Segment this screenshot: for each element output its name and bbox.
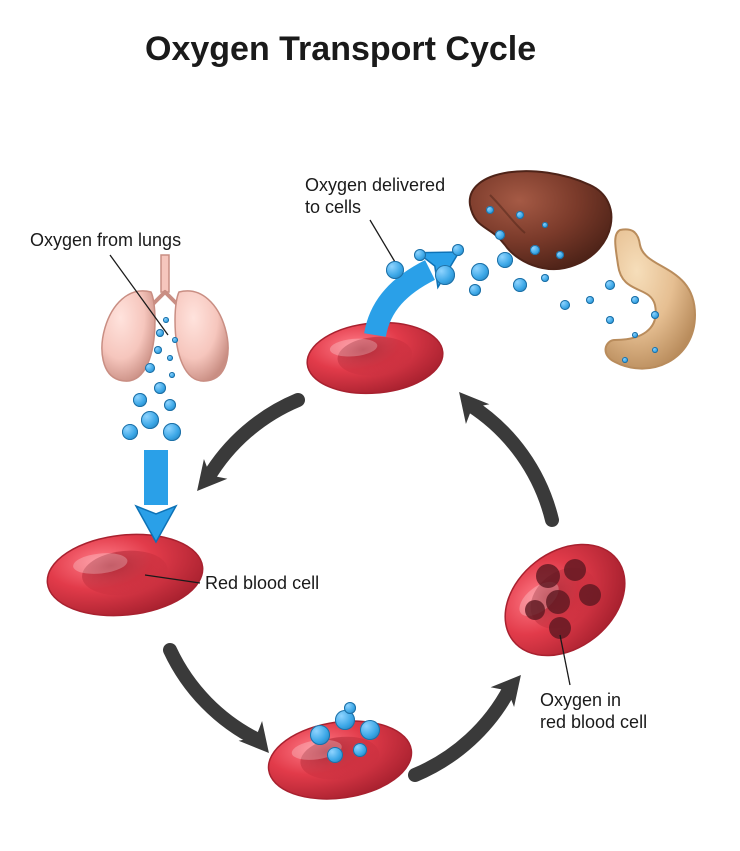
oxygen-dot: [435, 265, 455, 285]
oxygen-dot: [133, 393, 147, 407]
oxygen-dot: [622, 357, 628, 363]
oxygen-dot: [310, 725, 330, 745]
oxygen-in-cell: [564, 559, 586, 581]
oxygen-dot: [542, 222, 548, 228]
oxygen-dot: [516, 211, 524, 219]
oxygen-dot: [141, 411, 159, 429]
oxygen-in-cell: [536, 564, 560, 588]
oxygen-dot: [586, 296, 594, 304]
label-in_rbc: Oxygen in red blood cell: [540, 690, 647, 733]
oxygen-dot: [163, 317, 169, 323]
oxygen-dot: [652, 347, 658, 353]
stomach-icon: [606, 229, 695, 368]
oxygen-dot: [469, 284, 481, 296]
oxygen-dot: [651, 311, 659, 319]
oxygen-dot: [172, 337, 178, 343]
oxygen-dot: [560, 300, 570, 310]
oxygen-dot: [513, 278, 527, 292]
oxygen-dot: [154, 346, 162, 354]
liver-icon: [470, 171, 612, 269]
a_tl: [208, 400, 298, 478]
oxygen-dot: [145, 363, 155, 373]
oxygen-dot: [344, 702, 356, 714]
oxygen-in-cell: [546, 590, 570, 614]
oxygen-dot: [605, 280, 615, 290]
oxygen-dot: [530, 245, 540, 255]
oxygen-dot: [327, 747, 343, 763]
diagram-stage: Oxygen Transport Cycle Oxygen from lungs…: [0, 0, 740, 851]
oxygen-dot: [556, 251, 564, 259]
rbc_left: [43, 527, 207, 623]
oxygen-dot: [353, 743, 367, 757]
oxygen-dot: [164, 399, 176, 411]
oxygen-dot: [414, 249, 426, 261]
a_bl: [170, 650, 258, 740]
oxygen-dot: [169, 372, 175, 378]
oxygen-dot: [486, 206, 494, 214]
oxygen-dot: [360, 720, 380, 740]
oxygen-dot: [471, 263, 489, 281]
a_br: [415, 688, 510, 775]
oxygen-dot: [632, 332, 638, 338]
oxygen-dot: [122, 424, 138, 440]
oxygen-dot: [497, 252, 513, 268]
oxygen-dot: [495, 230, 505, 240]
label-rbc: Red blood cell: [205, 573, 319, 595]
oxygen-dot: [541, 274, 549, 282]
oxygen-in-cell: [525, 600, 545, 620]
oxygen-dot: [154, 382, 166, 394]
a_tr: [470, 405, 552, 520]
oxygen-dot: [452, 244, 464, 256]
oxygen-dot: [156, 329, 164, 337]
oxygen-dot: [606, 316, 614, 324]
oxygen-dot: [163, 423, 181, 441]
label-lungs: Oxygen from lungs: [30, 230, 181, 252]
label-delivered: Oxygen delivered to cells: [305, 175, 445, 218]
oxygen-dot: [167, 355, 173, 361]
leader-delivered: [370, 220, 398, 267]
oxygen-dot: [386, 261, 404, 279]
oxygen-dot: [631, 296, 639, 304]
oxygen-in-cell: [579, 584, 601, 606]
